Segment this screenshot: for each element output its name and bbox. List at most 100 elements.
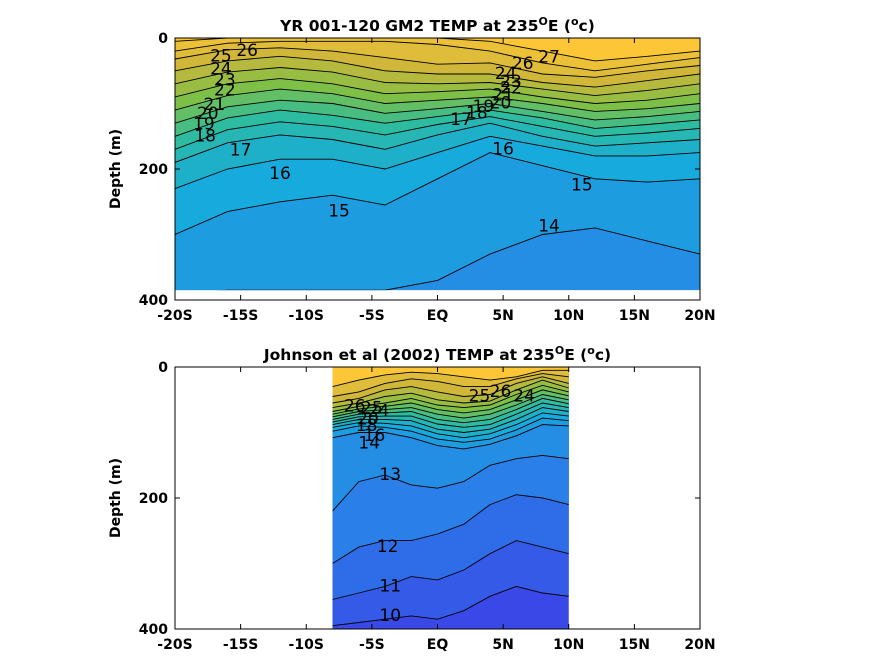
isotherm-20	[332, 394, 569, 419]
isotherm-13	[332, 454, 569, 512]
contour-label: 16	[492, 139, 514, 159]
contour-label: 17	[450, 110, 472, 130]
contour-label: 15	[571, 175, 593, 195]
contour-label: 24	[368, 402, 390, 422]
isotherm-21	[332, 389, 569, 415]
y-tick-label: 200	[139, 162, 168, 178]
contour-label: 27	[538, 48, 560, 68]
y-axis-label: Depth (m)	[108, 129, 124, 209]
isotherm-22	[332, 384, 569, 412]
y-tick-label: 400	[139, 622, 168, 638]
x-tick-label: -10S	[289, 308, 324, 324]
isotherm-23	[332, 379, 569, 409]
x-tick-label: 10N	[553, 637, 584, 653]
isotherm-16	[175, 135, 700, 190]
contour-label: 25	[210, 46, 232, 66]
isotherm-24	[332, 376, 569, 404]
y-axis-label: Depth (m)	[108, 458, 124, 538]
isotherm-15	[332, 417, 569, 443]
contour-label: 14	[538, 217, 560, 237]
isotherm-14	[332, 424, 569, 450]
isotherm-12	[332, 494, 569, 564]
isotherm-14	[220, 227, 700, 291]
contour-label: 18	[466, 103, 488, 123]
y-tick-label: 0	[158, 360, 168, 376]
contour-label: 20	[490, 94, 512, 114]
contour-label: 21	[204, 95, 226, 115]
x-tick-label: -15S	[223, 308, 258, 324]
x-tick-label: 15N	[619, 308, 650, 324]
x-tick-label: 10N	[553, 308, 584, 324]
x-tick-label: -15S	[223, 637, 258, 653]
contour-label: 24	[495, 64, 517, 84]
isotherm-23	[175, 67, 700, 97]
contour-label: 19	[193, 114, 215, 134]
y-tick-label: 200	[139, 491, 168, 507]
isotherm-25	[175, 47, 700, 78]
contour-label: 26	[344, 396, 366, 416]
isotherm-22	[175, 78, 700, 104]
contour-label: 19	[473, 97, 495, 117]
contour-label: 23	[500, 72, 522, 92]
x-tick-label: 20N	[684, 308, 715, 324]
contour-label: 21	[492, 86, 514, 106]
contour-label: 22	[500, 78, 522, 98]
panel-1: 2625242322212019181716152726242322212019…	[108, 15, 716, 324]
contour-label: 26	[512, 54, 534, 74]
x-tick-label: 15N	[619, 637, 650, 653]
contour-label: 16	[269, 164, 291, 184]
contour-label: 26	[490, 382, 512, 402]
chart-title: Johnson et al (2002) TEMP at 235OE (oc)	[263, 344, 611, 364]
contour-label: 15	[328, 202, 350, 222]
x-tick-label: EQ	[427, 637, 449, 653]
isotherm-26	[175, 40, 700, 72]
x-tick-label: -5S	[359, 637, 385, 653]
x-tick-label: EQ	[427, 308, 449, 324]
isotherm-27	[175, 38, 700, 62]
isotherm-11	[332, 540, 569, 600]
x-tick-label: 5N	[492, 637, 513, 653]
isotherm-10	[332, 585, 569, 627]
isotherm-18	[332, 402, 569, 428]
y-tick-label: 0	[158, 31, 168, 47]
contour-label: 11	[379, 576, 401, 596]
contour-label: 18	[356, 416, 378, 436]
isotherm-15	[175, 152, 700, 235]
heatmap-field	[332, 367, 569, 629]
isotherm-16	[332, 412, 569, 439]
contour-label: 26	[236, 41, 258, 61]
contour-label: 13	[379, 465, 401, 485]
x-tick-label: -20S	[157, 637, 192, 653]
contour-label: 25	[469, 386, 491, 406]
contour-label: 25	[361, 398, 383, 418]
isotherm-26	[332, 369, 569, 388]
y-tick-label: 400	[139, 293, 168, 309]
isotherm-17	[175, 122, 700, 163]
isotherm-18	[175, 116, 700, 150]
isotherm-25	[332, 373, 569, 397]
contour-label: 18	[194, 126, 216, 146]
contour-label: 12	[377, 537, 399, 557]
contour-label: 22	[214, 80, 236, 100]
isotherm-21	[175, 88, 700, 112]
isotherm-20	[175, 99, 700, 124]
contour-label: 16	[364, 426, 386, 446]
isotherm-19	[332, 397, 569, 424]
isotherm-17	[332, 407, 569, 433]
heatmap-field	[175, 38, 700, 291]
contour-label: 23	[214, 71, 236, 91]
isotherm-24	[175, 55, 700, 88]
contour-label: 20	[197, 104, 219, 124]
contour-label: 20	[357, 409, 379, 429]
contour-label: 24	[210, 59, 232, 79]
chart-title: YR 001-120 GM2 TEMP at 235OE (oc)	[279, 15, 595, 35]
x-tick-label: -10S	[289, 637, 324, 653]
isotherm-19	[175, 109, 700, 137]
x-tick-label: 20N	[684, 637, 715, 653]
x-tick-label: -5S	[359, 308, 385, 324]
contour-label: 24	[513, 386, 535, 406]
x-tick-label: -20S	[157, 308, 192, 324]
x-tick-label: 5N	[492, 308, 513, 324]
